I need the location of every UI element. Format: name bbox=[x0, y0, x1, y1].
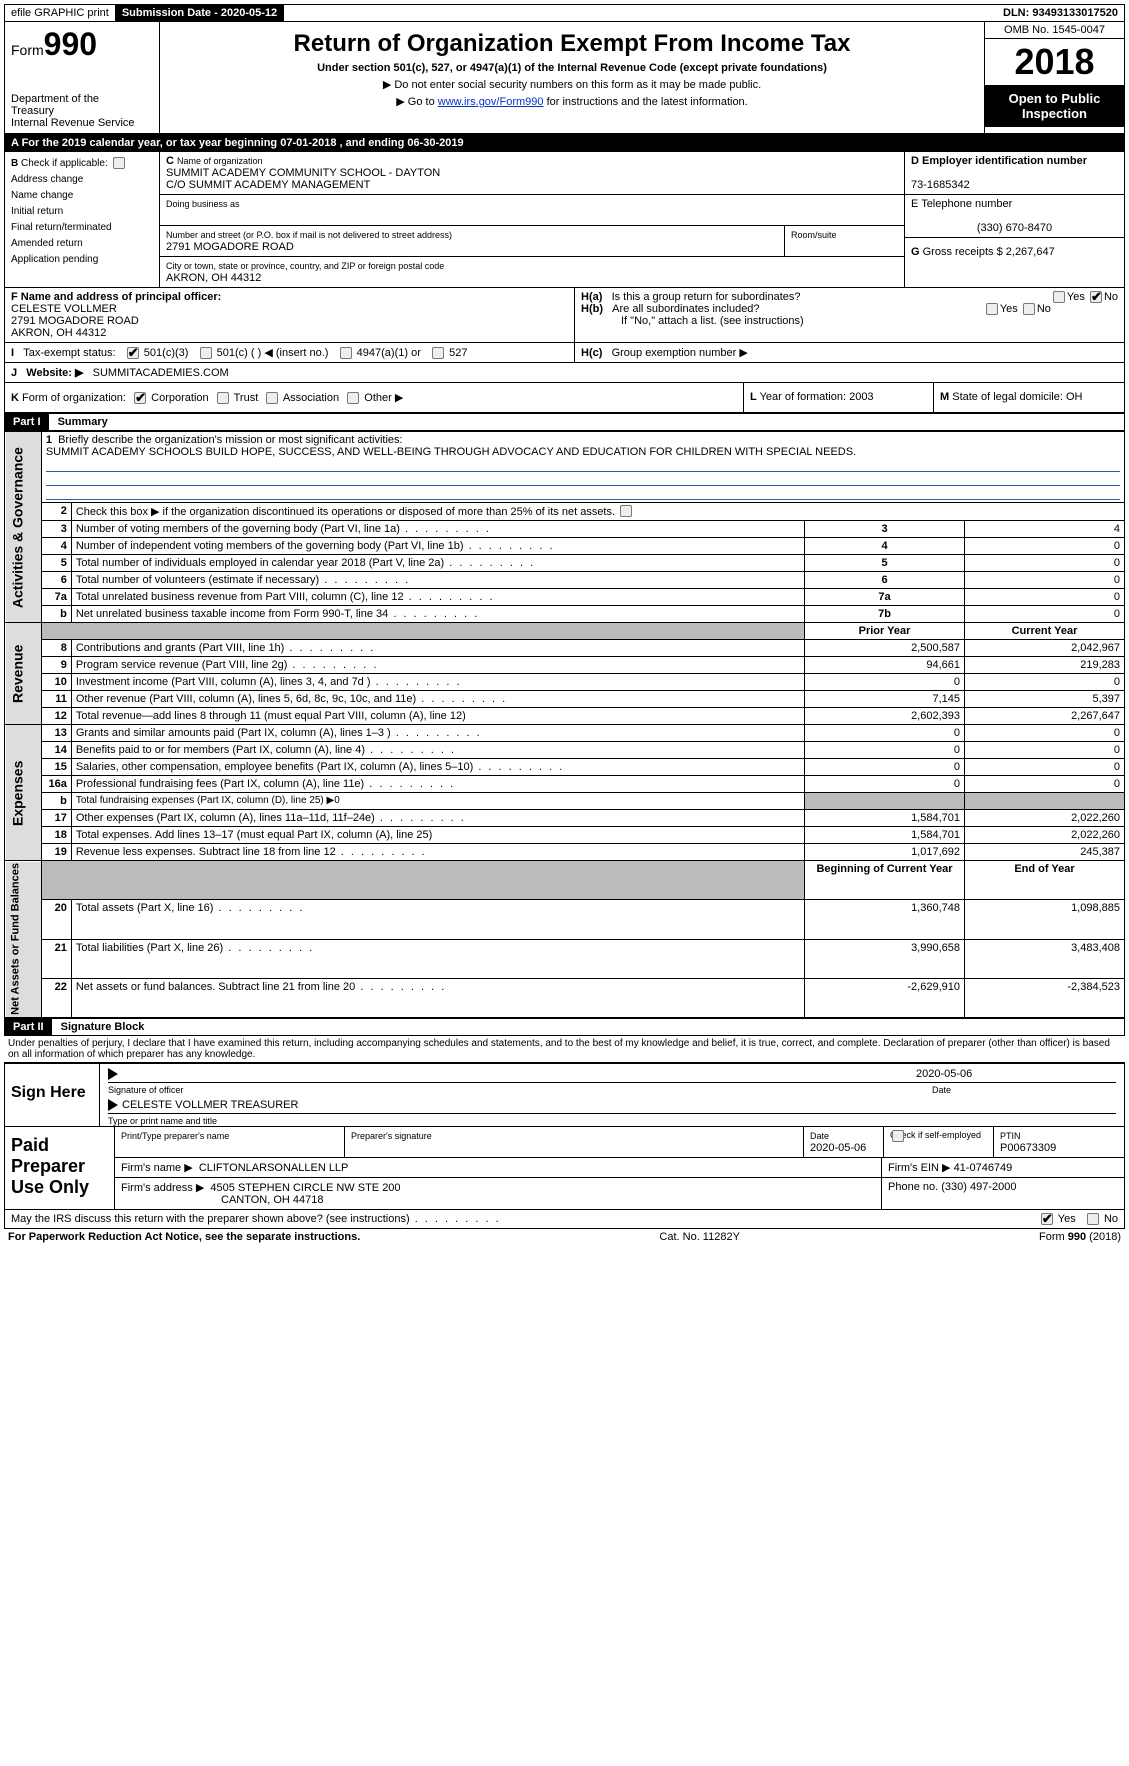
page-footer: For Paperwork Reduction Act Notice, see … bbox=[4, 1229, 1125, 1245]
gov-row-7b: bNet unrelated business taxable income f… bbox=[5, 606, 1125, 623]
chk-501c3[interactable] bbox=[127, 347, 139, 359]
chk-4947[interactable] bbox=[340, 347, 352, 359]
paid-preparer-block: Paid Preparer Use Only Print/Type prepar… bbox=[4, 1127, 1125, 1210]
part-2-header: Part II Signature Block bbox=[4, 1018, 1125, 1036]
exp-row-16b: bTotal fundraising expenses (Part IX, co… bbox=[5, 793, 1125, 810]
discuss-yes-checkbox[interactable] bbox=[1041, 1213, 1053, 1225]
col-b-checkboxes: B Check if applicable: Address change Na… bbox=[5, 152, 160, 287]
ein-label: D Employer identification number bbox=[911, 155, 1087, 167]
gross-receipts: 2,267,647 bbox=[1006, 246, 1055, 258]
block-fhij: F Name and address of principal officer:… bbox=[4, 288, 1125, 383]
header-center: Return of Organization Exempt From Incom… bbox=[160, 22, 984, 133]
exp-row-16a: 16aProfessional fundraising fees (Part I… bbox=[5, 776, 1125, 793]
phone-value: (330) 670-8470 bbox=[911, 222, 1118, 234]
vlabel-net-assets: Net Assets or Fund Balances bbox=[5, 861, 42, 1018]
row-klm: K Form of organization: Corporation Trus… bbox=[4, 383, 1125, 413]
mission-text: SUMMIT ACADEMY SCHOOLS BUILD HOPE, SUCCE… bbox=[46, 446, 856, 458]
exp-row-18: 18Total expenses. Add lines 13–17 (must … bbox=[5, 827, 1125, 844]
gov-row-5: 5Total number of individuals employed in… bbox=[5, 555, 1125, 572]
chk-527[interactable] bbox=[432, 347, 444, 359]
form-subtitle: Under section 501(c), 527, or 4947(a)(1)… bbox=[166, 62, 978, 74]
hb-no-checkbox[interactable] bbox=[1023, 303, 1035, 315]
part-1-header: Part I Summary bbox=[4, 413, 1125, 431]
chk-501c[interactable] bbox=[200, 347, 212, 359]
chk-self-employed[interactable] bbox=[892, 1130, 904, 1142]
gov-row-6: 6Total number of volunteers (estimate if… bbox=[5, 572, 1125, 589]
irs-link[interactable]: www.irs.gov/Form990 bbox=[438, 96, 544, 108]
hb-yes-checkbox[interactable] bbox=[986, 303, 998, 315]
vlabel-revenue: Revenue bbox=[5, 623, 42, 725]
chk-trust[interactable] bbox=[217, 392, 229, 404]
net-row-22: 22Net assets or fund balances. Subtract … bbox=[5, 978, 1125, 1017]
form-title: Return of Organization Exempt From Incom… bbox=[166, 30, 978, 58]
summary-table: Activities & Governance 1 Briefly descri… bbox=[4, 431, 1125, 1018]
ha-yes-checkbox[interactable] bbox=[1053, 291, 1065, 303]
firm-name: CLIFTONLARSONALLEN LLP bbox=[199, 1162, 349, 1174]
rev-row-12: 12Total revenue—add lines 8 through 11 (… bbox=[5, 708, 1125, 725]
gov-row-7a: 7aTotal unrelated business revenue from … bbox=[5, 589, 1125, 606]
row-a-tax-year: A For the 2019 calendar year, or tax yea… bbox=[4, 134, 1125, 152]
org-street: 2791 MOGADORE ROAD bbox=[166, 241, 294, 253]
org-name-1: SUMMIT ACADEMY COMMUNITY SCHOOL - DAYTON bbox=[166, 167, 440, 179]
exp-row-17: 17Other expenses (Part IX, column (A), l… bbox=[5, 810, 1125, 827]
ein-value: 73-1685342 bbox=[911, 179, 970, 191]
rev-row-10: 10Investment income (Part VIII, column (… bbox=[5, 674, 1125, 691]
exp-row-19: 19Revenue less expenses. Subtract line 1… bbox=[5, 844, 1125, 861]
arrow-icon bbox=[108, 1068, 118, 1080]
discuss-no-checkbox[interactable] bbox=[1087, 1213, 1099, 1225]
ha-no-checkbox[interactable] bbox=[1090, 291, 1102, 303]
omb-number: OMB No. 1545-0047 bbox=[985, 22, 1124, 39]
discuss-row: May the IRS discuss this return with the… bbox=[4, 1210, 1125, 1229]
header-left: Form990 Department of the Treasury Inter… bbox=[5, 22, 160, 133]
col-deg: D Employer identification number 73-1685… bbox=[904, 152, 1124, 287]
chk-applicable-icon[interactable] bbox=[113, 157, 125, 169]
vlabel-governance: Activities & Governance bbox=[5, 432, 42, 623]
perjury-statement: Under penalties of perjury, I declare th… bbox=[4, 1036, 1125, 1062]
vlabel-expenses: Expenses bbox=[5, 725, 42, 861]
officer-name-title: CELESTE VOLLMER TREASURER bbox=[122, 1099, 298, 1111]
org-city: AKRON, OH 44312 bbox=[166, 272, 261, 284]
chk-other[interactable] bbox=[347, 392, 359, 404]
chk-corporation[interactable] bbox=[134, 392, 146, 404]
header-note-1: ▶ Do not enter social security numbers o… bbox=[166, 78, 978, 91]
signature-block: Sign Here 2020-05-06 Signature of office… bbox=[4, 1062, 1125, 1127]
tax-year: 2018 bbox=[985, 39, 1124, 85]
efile-label: efile GRAPHIC print bbox=[5, 5, 116, 21]
exp-row-15: 15Salaries, other compensation, employee… bbox=[5, 759, 1125, 776]
net-row-21: 21Total liabilities (Part X, line 26)3,9… bbox=[5, 939, 1125, 978]
chk-discontinued[interactable] bbox=[620, 505, 632, 517]
rev-row-9: 9Program service revenue (Part VIII, lin… bbox=[5, 657, 1125, 674]
net-row-20: 20Total assets (Part X, line 16)1,360,74… bbox=[5, 900, 1125, 939]
form-header: Form990 Department of the Treasury Inter… bbox=[4, 22, 1125, 134]
dln: DLN: 93493133017520 bbox=[997, 5, 1124, 21]
submission-date: Submission Date - 2020-05-12 bbox=[116, 5, 284, 21]
gov-row-4: 4Number of independent voting members of… bbox=[5, 538, 1125, 555]
org-name-2: C/O SUMMIT ACADEMY MANAGEMENT bbox=[166, 179, 370, 191]
arrow-icon bbox=[108, 1099, 118, 1111]
col-c-org: C Name of organization SUMMIT ACADEMY CO… bbox=[160, 152, 904, 287]
top-bar: efile GRAPHIC print Submission Date - 20… bbox=[4, 4, 1125, 22]
website-value: SUMMITACADEMIES.COM bbox=[93, 367, 229, 379]
chk-association[interactable] bbox=[266, 392, 278, 404]
block-bcdeg: B Check if applicable: Address change Na… bbox=[4, 152, 1125, 288]
exp-row-14: 14Benefits paid to or for members (Part … bbox=[5, 742, 1125, 759]
gov-row-3: 3Number of voting members of the governi… bbox=[5, 521, 1125, 538]
header-note-2: ▶ Go to www.irs.gov/Form990 for instruct… bbox=[166, 95, 978, 108]
rev-row-11: 11Other revenue (Part VIII, column (A), … bbox=[5, 691, 1125, 708]
rev-row-8: 8Contributions and grants (Part VIII, li… bbox=[5, 640, 1125, 657]
open-to-public: Open to Public Inspection bbox=[985, 85, 1124, 127]
header-right: OMB No. 1545-0047 2018 Open to Public In… bbox=[984, 22, 1124, 133]
